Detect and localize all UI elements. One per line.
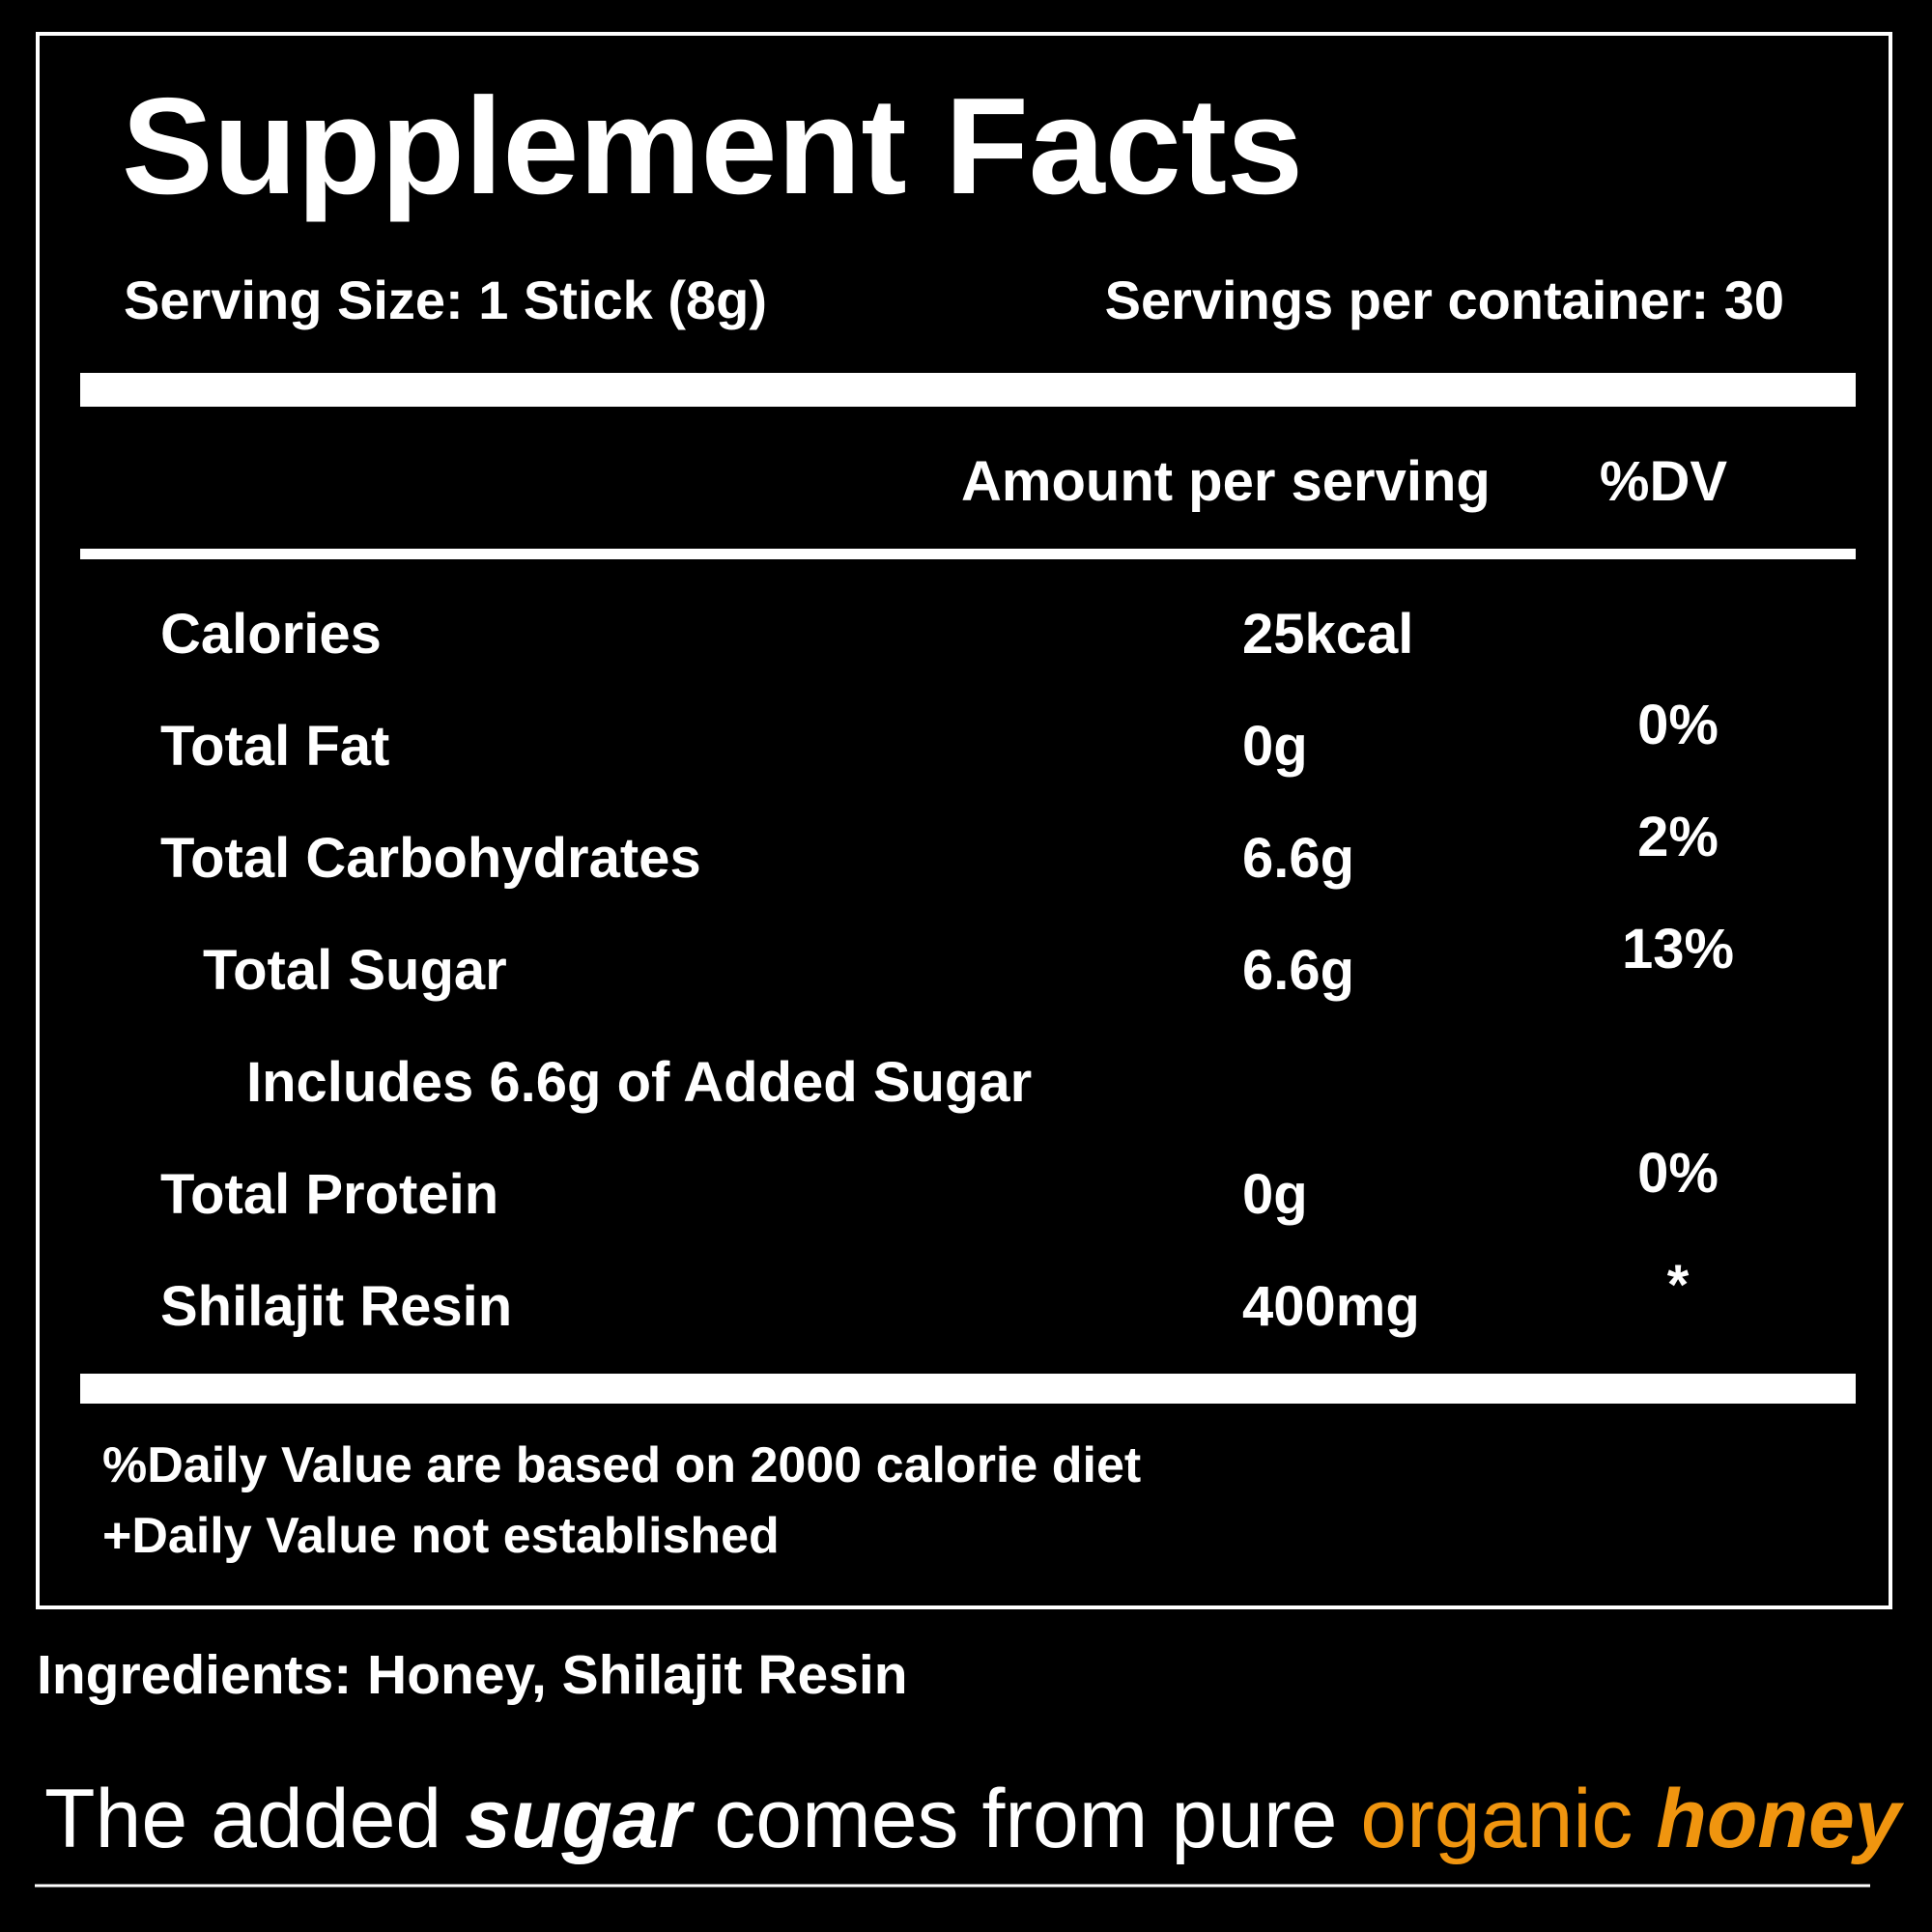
row-name: Total Protein (160, 1163, 498, 1226)
servings-per-container: Servings per container: 30 (1105, 270, 1784, 330)
tagline-part: organic (1360, 1773, 1633, 1865)
footnote: %Daily Value are based on 2000 calorie d… (102, 1437, 1141, 1493)
row-dv: 0% (1637, 1142, 1719, 1205)
rows: Calories 25kcal Total Fat 0g 0% Total Carbohy… (160, 603, 1734, 1338)
row-dv: * (1667, 1254, 1690, 1317)
divider (80, 373, 1856, 407)
divider (80, 549, 1856, 559)
tagline: The added sugar comes from pure organic … (44, 1773, 1905, 1865)
tagline-part: comes from pure (714, 1773, 1337, 1865)
row-amount: 400mg (1242, 1275, 1420, 1338)
row-amount: 6.6g (1242, 827, 1354, 890)
column-header: %DV (1600, 450, 1727, 513)
footnote: +Daily Value not established (102, 1508, 780, 1564)
row-amount: 0g (1242, 1163, 1308, 1226)
row-name: Total Carbohydrates (160, 827, 701, 890)
serving-size: Serving Size: 1 Stick (8g) (124, 270, 767, 330)
title: Supplement Facts (122, 70, 1303, 223)
divider (80, 1374, 1856, 1404)
row-name: Total Sugar (203, 939, 507, 1002)
row-amount: 0g (1242, 715, 1308, 778)
row-dv: 13% (1622, 918, 1734, 980)
facts-border (36, 32, 1892, 1609)
tagline-part: sugar (465, 1773, 696, 1865)
row-dv: 0% (1637, 694, 1719, 756)
row-amount: 6.6g (1242, 939, 1354, 1002)
ingredients: Ingredients: Honey, Shilajit Resin (37, 1644, 908, 1706)
row-name: Calories (160, 603, 382, 666)
row-name: Shilajit Resin (160, 1275, 512, 1338)
tagline-part: honey (1656, 1773, 1904, 1865)
column-header: Amount per serving (961, 450, 1491, 513)
row-dv: 2% (1637, 806, 1719, 868)
tagline-part: The added (44, 1773, 441, 1865)
row-name: Total Fat (160, 715, 389, 778)
row-amount: 25kcal (1242, 603, 1413, 666)
row-name: Includes 6.6g of Added Sugar (246, 1051, 1032, 1114)
